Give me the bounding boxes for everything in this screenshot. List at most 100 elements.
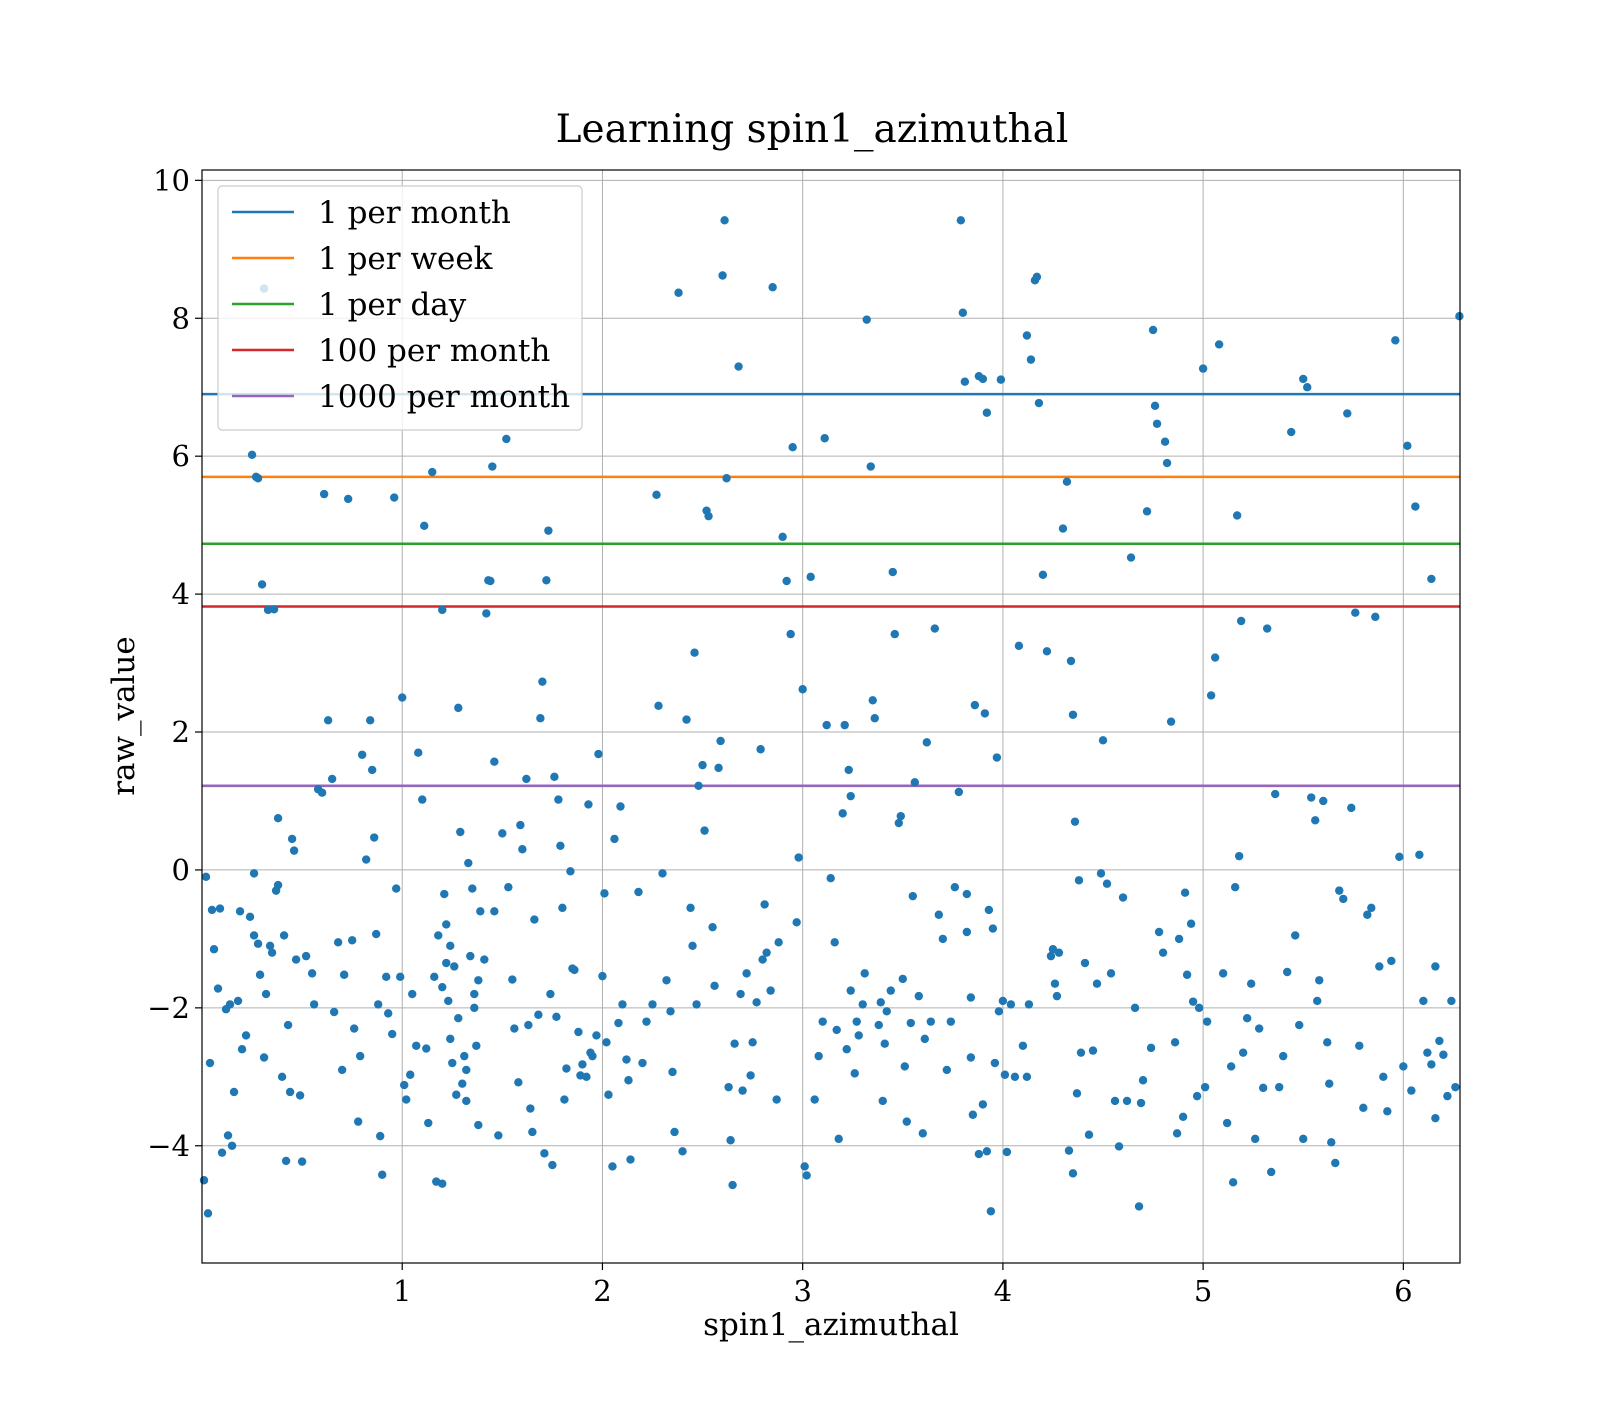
data-point (398, 693, 407, 702)
data-point (223, 1131, 233, 1140)
data-point (1313, 996, 1322, 1006)
data-point (832, 1025, 841, 1035)
data-point (361, 855, 371, 864)
data-point (1172, 1129, 1182, 1138)
data-point (233, 996, 243, 1006)
data-point (792, 918, 801, 927)
data-point (1192, 1091, 1202, 1101)
data-point (1232, 511, 1242, 520)
data-point (402, 1095, 411, 1104)
data-point (984, 905, 994, 915)
data-point (844, 765, 853, 775)
data-point (968, 1110, 978, 1119)
data-point (556, 841, 565, 850)
data-point (1359, 1103, 1368, 1113)
data-point (550, 772, 559, 782)
data-point (994, 1007, 1004, 1016)
data-point (470, 1003, 479, 1013)
data-point (736, 989, 745, 999)
data-point (888, 567, 897, 577)
data-point (1142, 507, 1152, 516)
data-point (734, 362, 743, 371)
data-point (566, 867, 575, 876)
data-point (686, 903, 695, 913)
data-point (860, 969, 869, 978)
data-point (718, 271, 727, 280)
data-point (998, 996, 1008, 1006)
data-point (508, 975, 517, 984)
data-point (225, 1000, 235, 1009)
data-point (726, 1136, 735, 1145)
data-point (373, 1000, 383, 1009)
data-point (570, 965, 579, 975)
data-point (1299, 1134, 1308, 1144)
data-point (1088, 1046, 1098, 1055)
data-point (674, 288, 683, 297)
data-point (900, 1062, 909, 1071)
data-point (424, 1118, 433, 1128)
data-point (982, 408, 992, 417)
data-point (548, 1160, 557, 1170)
data-point (269, 605, 279, 614)
data-point (1451, 1082, 1460, 1092)
data-point (510, 1024, 519, 1033)
data-point (267, 948, 277, 957)
data-point (476, 907, 485, 916)
data-point (440, 889, 449, 899)
data-point (772, 1095, 781, 1104)
data-point (1228, 1178, 1238, 1187)
data-point (438, 605, 447, 615)
data-point (347, 936, 357, 945)
data-point (560, 1095, 569, 1104)
data-point (400, 1080, 409, 1090)
data-point (438, 982, 447, 992)
data-point (668, 1067, 677, 1077)
data-point (768, 283, 777, 292)
x-tick-label: 3 (793, 1274, 811, 1308)
data-point (922, 738, 932, 747)
data-point (384, 1009, 393, 1018)
data-point (794, 853, 803, 862)
data-point (798, 685, 807, 694)
data-point (333, 938, 343, 947)
data-point (624, 1076, 633, 1085)
data-point (504, 882, 513, 892)
data-point (470, 989, 479, 999)
data-point (1323, 1038, 1332, 1047)
data-point (1200, 1082, 1210, 1092)
data-point (259, 1053, 269, 1062)
data-point (1371, 612, 1380, 622)
data-point (420, 521, 429, 531)
data-point (1166, 717, 1176, 726)
data-point (1415, 850, 1424, 859)
data-point (730, 1039, 739, 1048)
data-point (1068, 1169, 1078, 1178)
data-point (694, 781, 703, 791)
data-point (962, 889, 972, 899)
data-point (392, 884, 401, 893)
data-point (1399, 1062, 1408, 1071)
data-point (1351, 608, 1360, 617)
data-point (205, 1058, 215, 1068)
data-point (1160, 437, 1170, 446)
x-tick-label: 4 (994, 1274, 1012, 1308)
data-point (1419, 996, 1428, 1006)
data-point (466, 951, 475, 961)
data-point (452, 1090, 461, 1099)
data-point (654, 701, 663, 711)
data-point (962, 927, 972, 937)
data-point (578, 1060, 587, 1069)
data-point (227, 1141, 237, 1150)
data-point (626, 1155, 635, 1164)
data-point (257, 580, 267, 589)
data-point (546, 989, 555, 999)
data-point (498, 829, 507, 838)
data-point (1214, 340, 1224, 349)
data-point (610, 834, 619, 844)
data-point (634, 887, 643, 897)
data-point (1226, 1062, 1236, 1071)
y-tick-label: 10 (153, 163, 190, 197)
data-point (1052, 991, 1062, 1001)
data-point (1018, 1041, 1028, 1050)
